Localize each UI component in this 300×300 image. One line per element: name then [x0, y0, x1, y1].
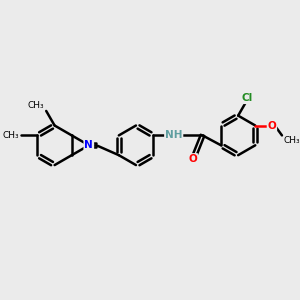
Text: CH₃: CH₃: [2, 131, 19, 140]
Text: O: O: [188, 154, 197, 164]
Text: N: N: [85, 140, 93, 150]
Text: Cl: Cl: [242, 93, 253, 103]
Text: CH₃: CH₃: [28, 101, 44, 110]
Text: O: O: [85, 140, 93, 150]
Text: NH: NH: [165, 130, 182, 140]
Text: CH₃: CH₃: [284, 136, 300, 145]
Text: O: O: [268, 121, 276, 130]
